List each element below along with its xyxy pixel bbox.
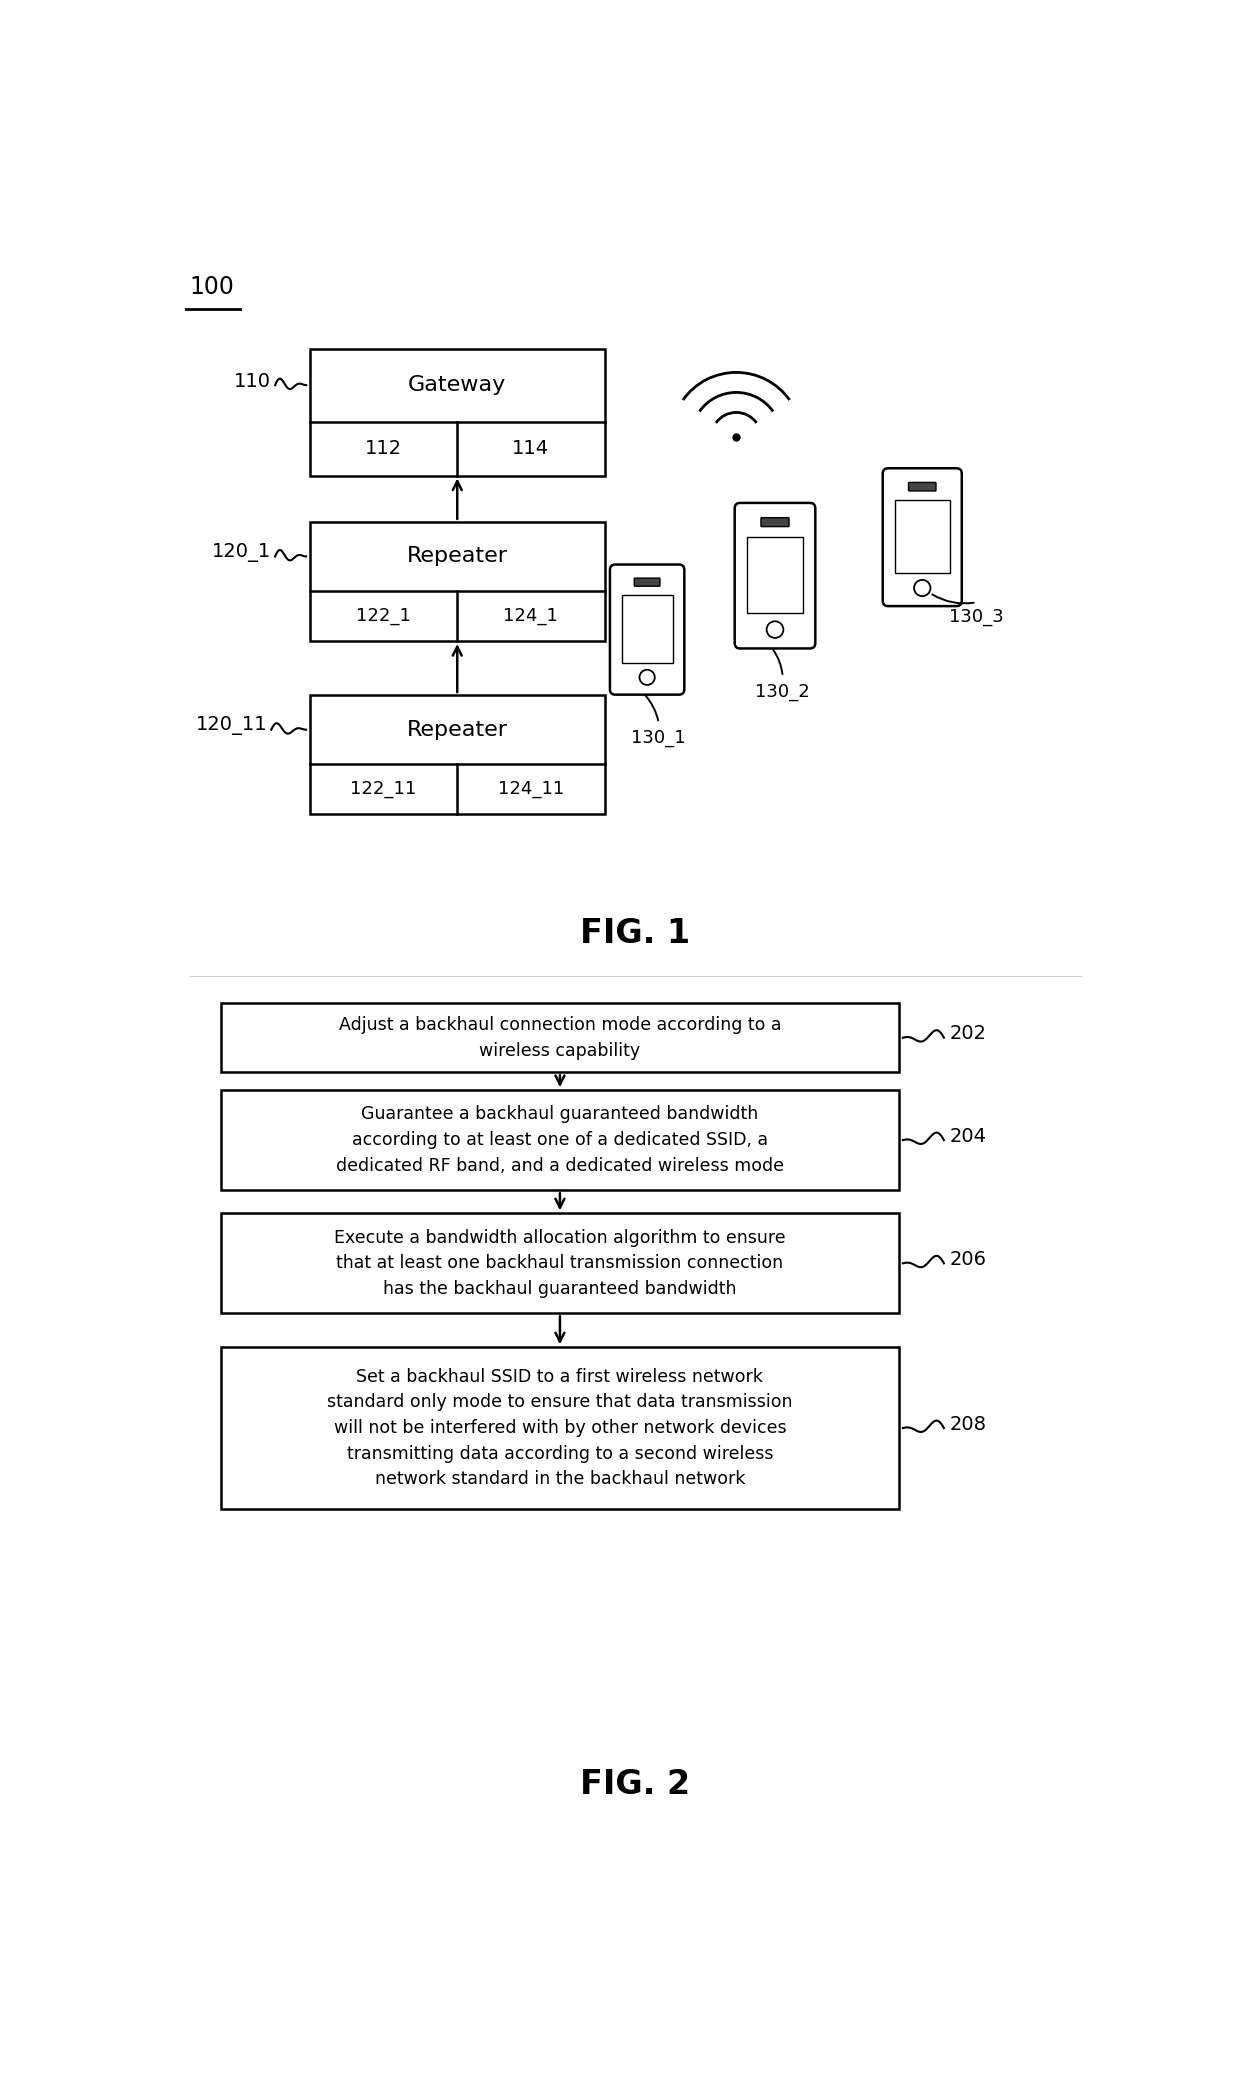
Text: 122_11: 122_11 [351,780,417,799]
Text: Adjust a backhaul connection mode according to a
wireless capability: Adjust a backhaul connection mode accord… [339,1017,781,1061]
FancyBboxPatch shape [310,348,605,476]
FancyBboxPatch shape [221,1348,899,1509]
FancyBboxPatch shape [909,482,936,490]
Text: Gateway: Gateway [408,375,506,396]
Text: 122_1: 122_1 [356,608,412,625]
Text: Execute a bandwidth allocation algorithm to ensure
that at least one backhaul tr: Execute a bandwidth allocation algorithm… [334,1228,786,1297]
FancyBboxPatch shape [746,537,804,614]
Text: 130_1: 130_1 [631,729,686,748]
Text: Repeater: Repeater [407,719,507,740]
Text: 110: 110 [234,371,272,390]
FancyBboxPatch shape [310,696,605,815]
Text: FIG. 1: FIG. 1 [580,918,691,949]
Text: 204: 204 [950,1128,986,1147]
Text: 100: 100 [190,275,234,300]
Text: Repeater: Repeater [407,547,507,566]
Text: 124_11: 124_11 [497,780,564,799]
FancyBboxPatch shape [221,1214,899,1314]
Text: FIG. 2: FIG. 2 [580,1769,691,1800]
FancyBboxPatch shape [895,501,950,572]
Text: 124_1: 124_1 [503,608,558,625]
FancyBboxPatch shape [883,467,962,606]
FancyBboxPatch shape [221,1004,899,1073]
FancyBboxPatch shape [310,522,605,641]
Text: Set a backhaul SSID to a first wireless network
standard only mode to ensure tha: Set a backhaul SSID to a first wireless … [327,1369,792,1488]
FancyBboxPatch shape [621,595,672,662]
FancyBboxPatch shape [761,518,789,526]
Text: 130_2: 130_2 [755,683,810,700]
Text: Guarantee a backhaul guaranteed bandwidth
according to at least one of a dedicat: Guarantee a backhaul guaranteed bandwidt… [336,1105,784,1174]
FancyBboxPatch shape [635,578,660,587]
Text: 202: 202 [950,1025,986,1044]
FancyBboxPatch shape [610,564,684,694]
Text: 112: 112 [365,440,402,459]
FancyBboxPatch shape [734,503,816,648]
FancyBboxPatch shape [221,1090,899,1191]
Text: 130_3: 130_3 [949,608,1004,627]
Text: 206: 206 [950,1249,986,1268]
Text: 208: 208 [950,1415,986,1434]
Text: 120_1: 120_1 [212,543,272,562]
Text: 114: 114 [512,440,549,459]
Text: 120_11: 120_11 [196,717,268,736]
